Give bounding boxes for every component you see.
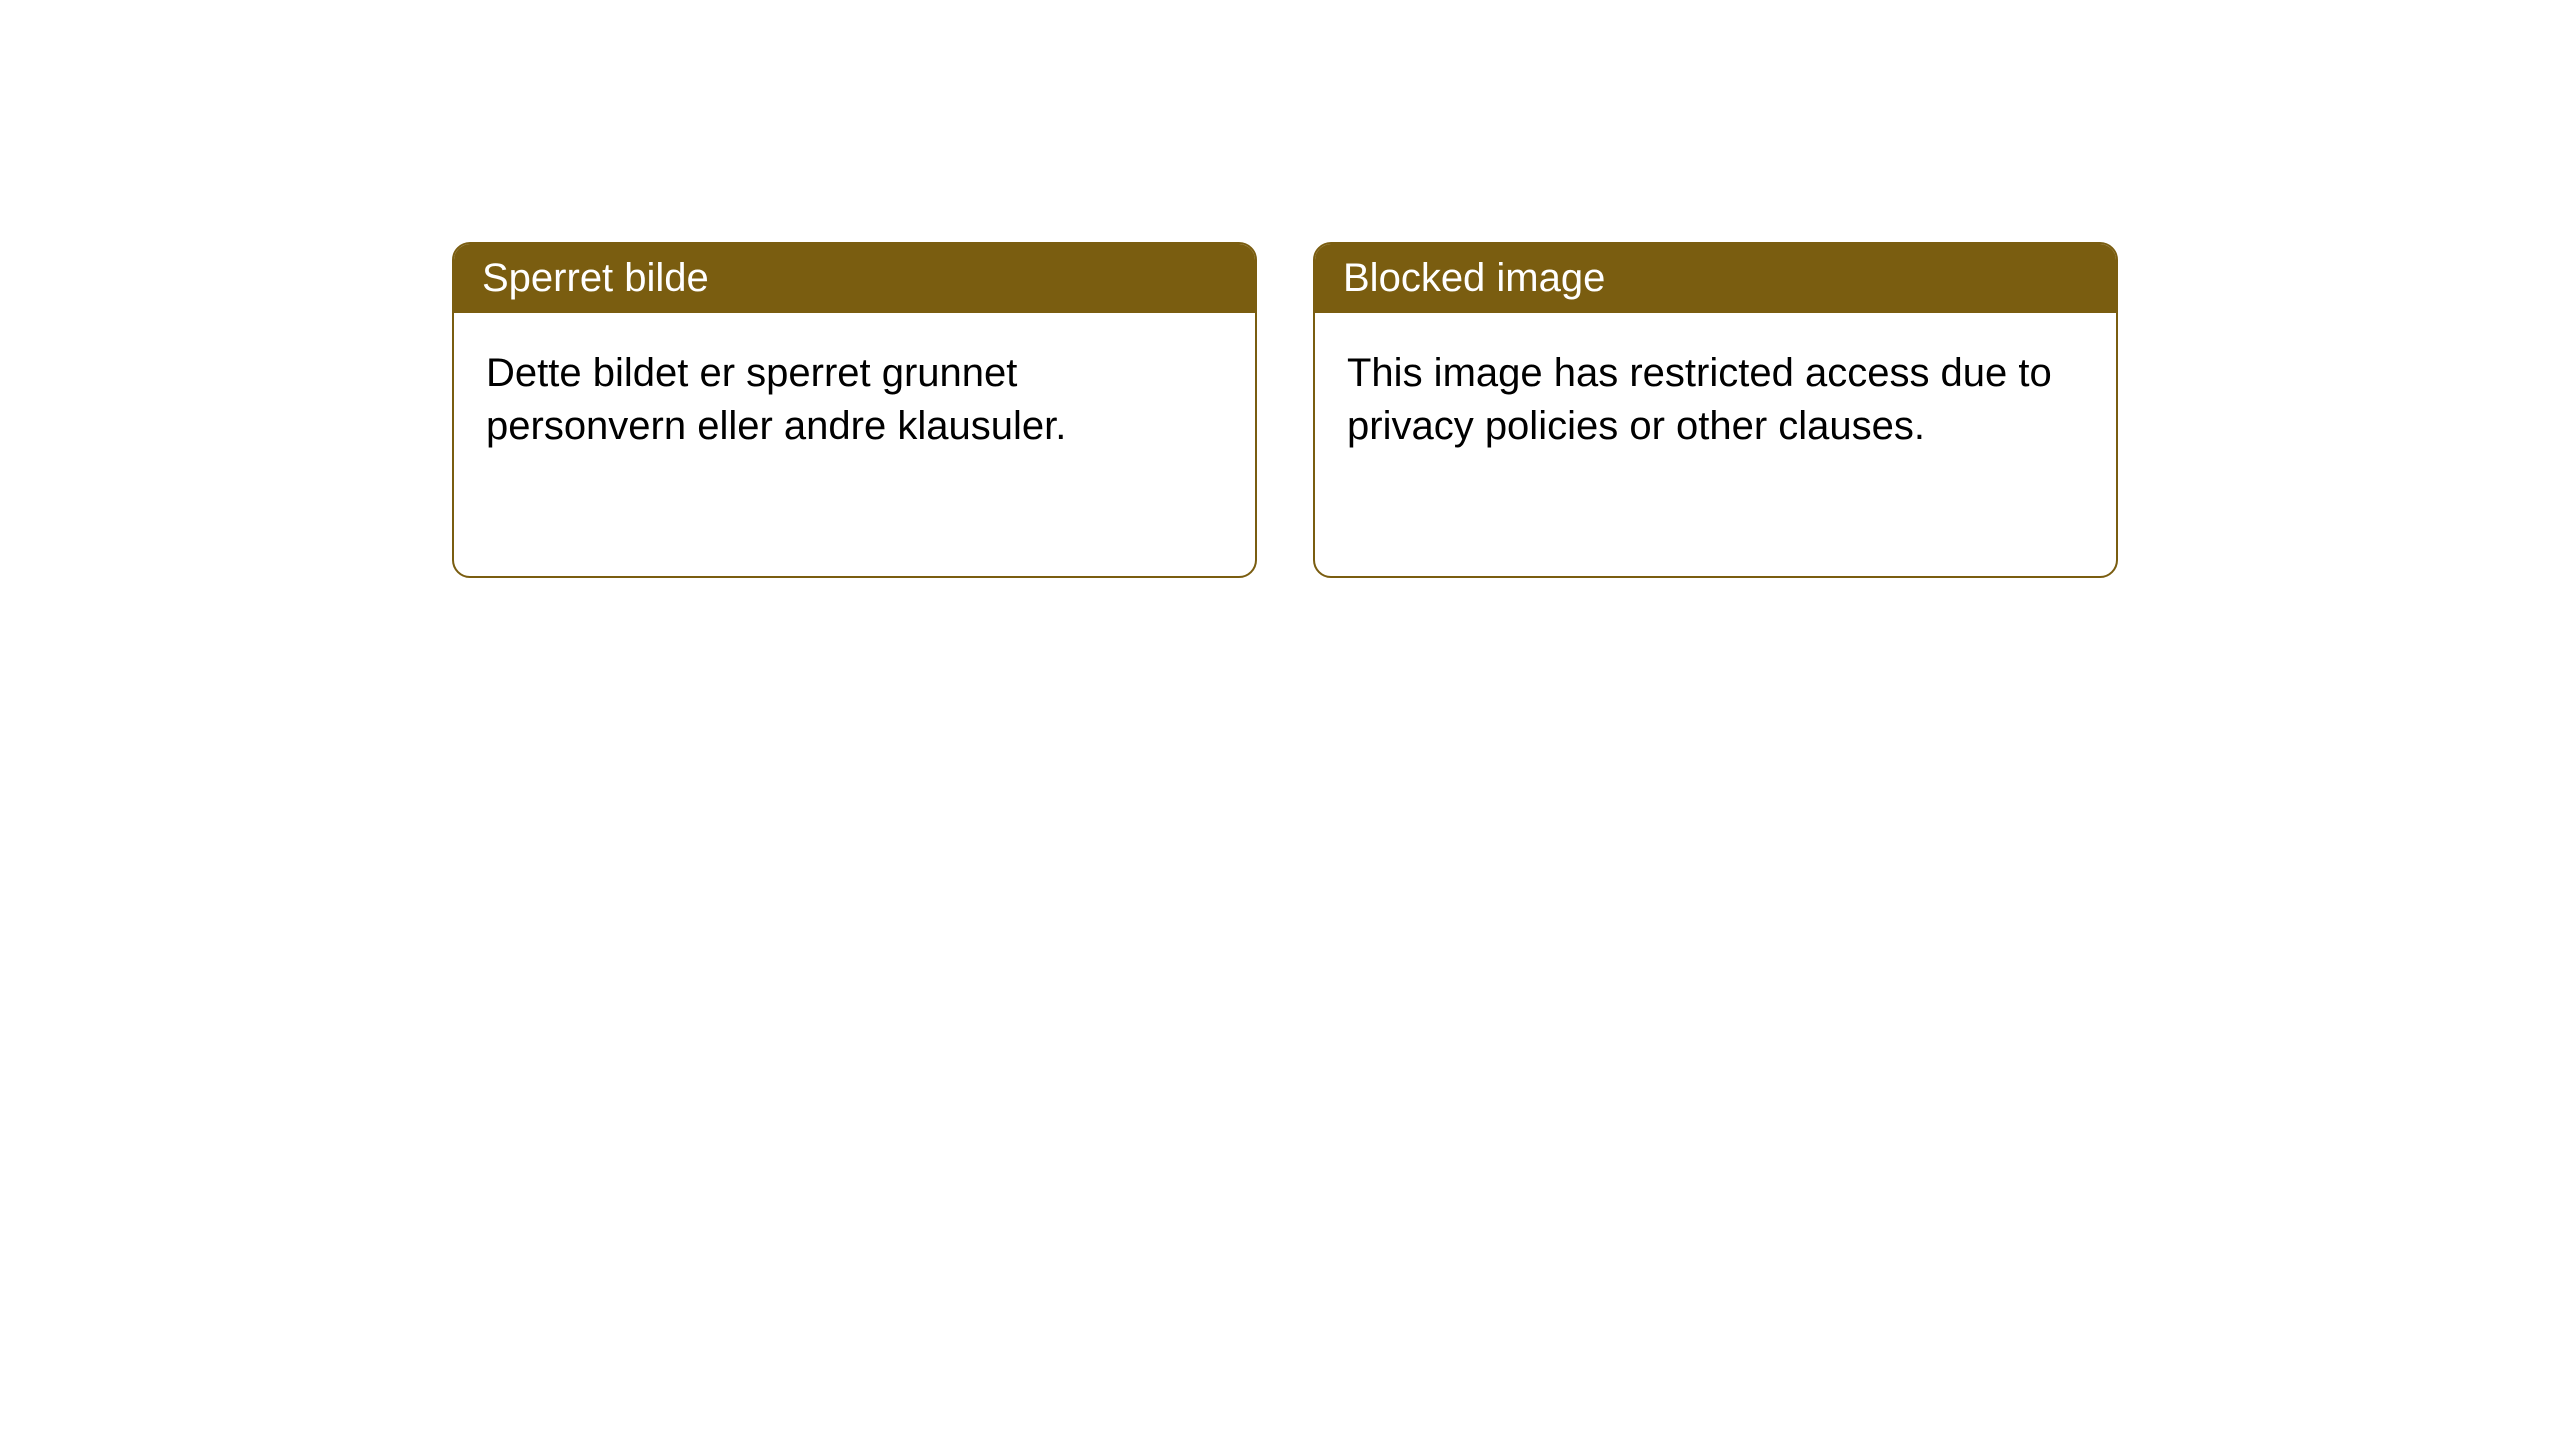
notice-card-title: Sperret bilde bbox=[454, 244, 1255, 313]
notice-card-body: This image has restricted access due to … bbox=[1315, 313, 2116, 487]
notice-card-norwegian: Sperret bilde Dette bildet er sperret gr… bbox=[452, 242, 1257, 578]
notice-cards-row: Sperret bilde Dette bildet er sperret gr… bbox=[452, 242, 2118, 578]
notice-card-title: Blocked image bbox=[1315, 244, 2116, 313]
notice-card-english: Blocked image This image has restricted … bbox=[1313, 242, 2118, 578]
notice-card-body: Dette bildet er sperret grunnet personve… bbox=[454, 313, 1255, 487]
